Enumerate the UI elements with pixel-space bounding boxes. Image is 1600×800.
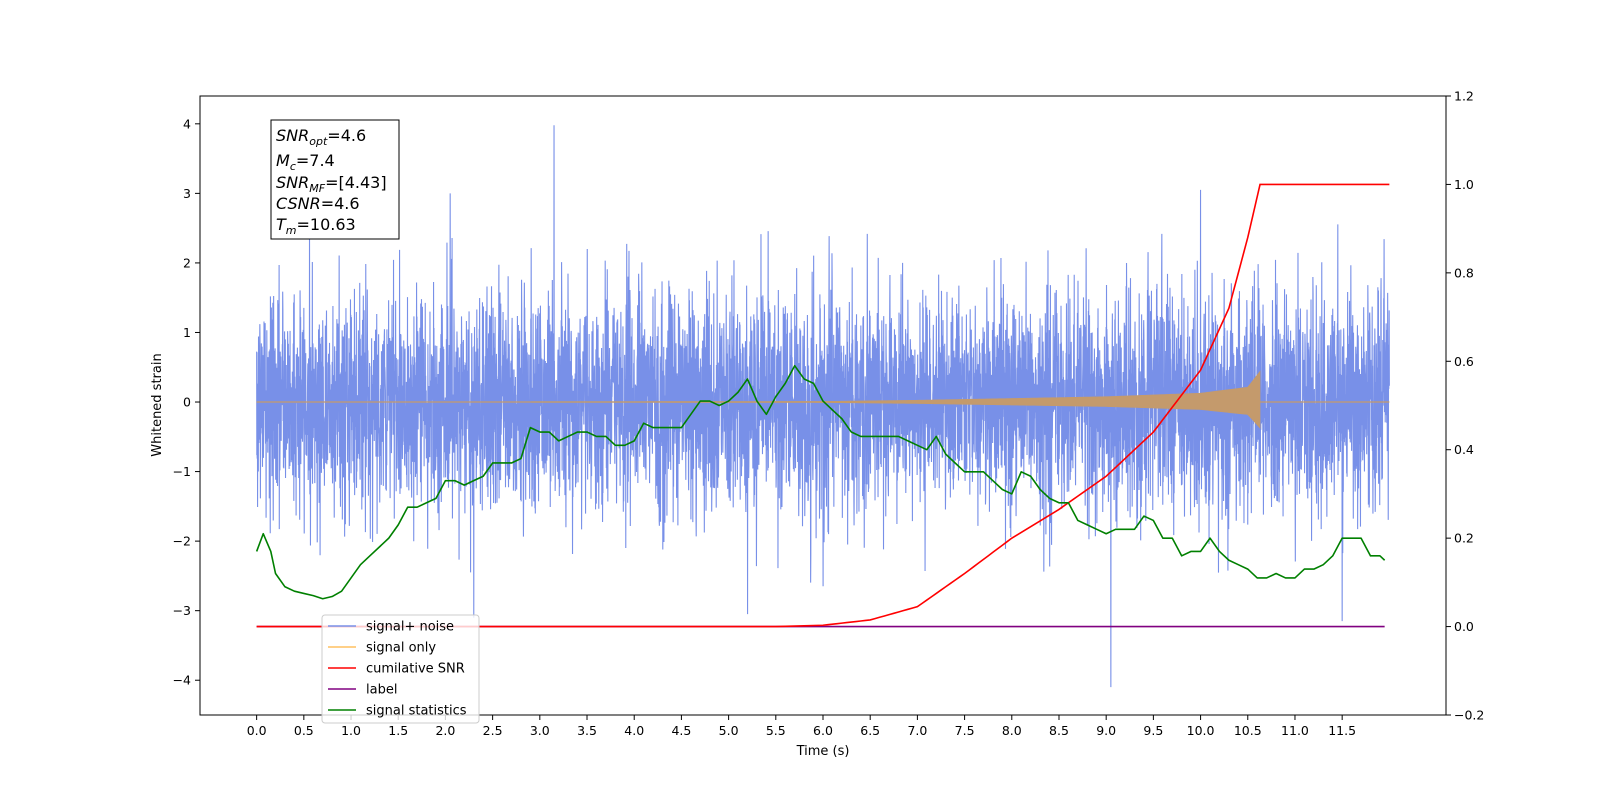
x-tick-label: 10.5	[1234, 723, 1262, 738]
x-tick-label: 0.0	[247, 723, 267, 738]
series-signal-noise	[256, 125, 1390, 688]
x-tick-label: 11.5	[1328, 723, 1356, 738]
x-tick-label: 8.0	[1002, 723, 1022, 738]
y-left-tick-label: 4	[183, 116, 191, 131]
annotation-frame	[270, 119, 400, 240]
series-cumulative-snr	[256, 183, 1390, 628]
y-right-tick-label: 0.2	[1454, 531, 1474, 546]
y-left-tick-label: −3	[173, 603, 191, 618]
x-tick-label: 6.5	[860, 723, 880, 738]
x-tick-label: 0.5	[294, 723, 314, 738]
y-left-tick-label: −1	[173, 464, 191, 479]
annotation-line: Mc=7.4	[276, 151, 335, 173]
y-left-tick-label: 1	[183, 325, 191, 340]
x-tick-label: 5.0	[719, 723, 739, 738]
legend: signal+ noise signal only cumilative SNR la…	[321, 614, 480, 724]
y-left-tick-label: −4	[173, 673, 191, 688]
legend-label: signal only	[366, 641, 436, 656]
annotation-line: SNRopt=4.6	[276, 126, 366, 148]
x-tick-label: 9.0	[1096, 723, 1116, 738]
y-right-tick-label: 1.2	[1454, 89, 1474, 104]
y-right-tick-label: −0.2	[1454, 708, 1484, 723]
x-tick-label: 1.5	[388, 723, 408, 738]
legend-label: cumilative SNR	[366, 662, 465, 677]
x-tick-label: 2.0	[435, 723, 455, 738]
x-tick-label: 6.0	[813, 723, 833, 738]
y-right-tick-label: 0.6	[1454, 354, 1474, 369]
x-tick-label: 4.5	[671, 723, 691, 738]
legend-label: label	[366, 683, 397, 698]
x-tick-label: 9.5	[1143, 723, 1163, 738]
annotation-line: SNRMF=[4.43]	[276, 173, 387, 195]
annotation-line: Tm=10.63	[276, 215, 356, 237]
x-tick-label: 3.5	[577, 723, 597, 738]
y-right-tick-label: 0.0	[1454, 619, 1474, 634]
x-axis-label: Time (s)	[796, 744, 850, 759]
y-left-tick-label: 2	[183, 255, 191, 270]
y-right-tick-label: 0.8	[1454, 265, 1474, 280]
y-left-tick-label: 0	[183, 395, 191, 410]
x-tick-label: 8.5	[1049, 723, 1069, 738]
series-signal-statistics	[255, 364, 1386, 600]
x-tick-label: 2.5	[483, 723, 503, 738]
y-left-tick-label: −2	[173, 534, 191, 549]
legend-frame	[321, 614, 480, 724]
x-tick-label: 4.0	[624, 723, 644, 738]
x-tick-label: 5.5	[766, 723, 786, 738]
y-left-tick-label: 3	[183, 186, 191, 201]
x-tick-label: 3.0	[530, 723, 550, 738]
y-right-tick-label: 1.0	[1454, 177, 1474, 192]
y-axis-label-left: Whitened strain	[150, 353, 165, 456]
y-right-tick-label: 0.4	[1454, 442, 1474, 457]
x-tick-label: 7.0	[907, 723, 927, 738]
x-tick-label: 11.0	[1281, 723, 1309, 738]
x-tick-label: 10.0	[1187, 723, 1215, 738]
legend-label: signal statistics	[366, 704, 467, 719]
legend-label: signal+ noise	[366, 620, 454, 635]
x-tick-label: 1.0	[341, 723, 361, 738]
annotation-line: CSNR=4.6	[276, 194, 360, 213]
x-tick-label: 7.5	[955, 723, 975, 738]
